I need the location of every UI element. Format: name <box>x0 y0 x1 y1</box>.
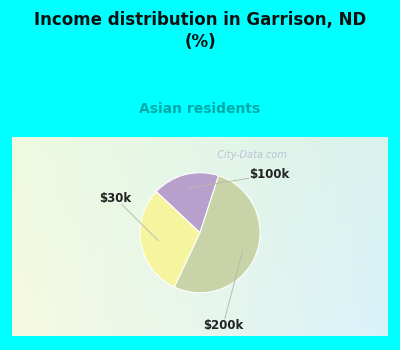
Text: $100k: $100k <box>188 168 290 188</box>
Wedge shape <box>174 176 260 293</box>
Text: $30k: $30k <box>99 191 158 241</box>
Text: City-Data.com: City-Data.com <box>211 150 287 160</box>
Text: $200k: $200k <box>203 250 243 332</box>
Wedge shape <box>156 173 218 233</box>
Text: Income distribution in Garrison, ND
(%): Income distribution in Garrison, ND (%) <box>34 11 366 51</box>
Text: Asian residents: Asian residents <box>139 102 261 116</box>
Wedge shape <box>140 192 200 287</box>
